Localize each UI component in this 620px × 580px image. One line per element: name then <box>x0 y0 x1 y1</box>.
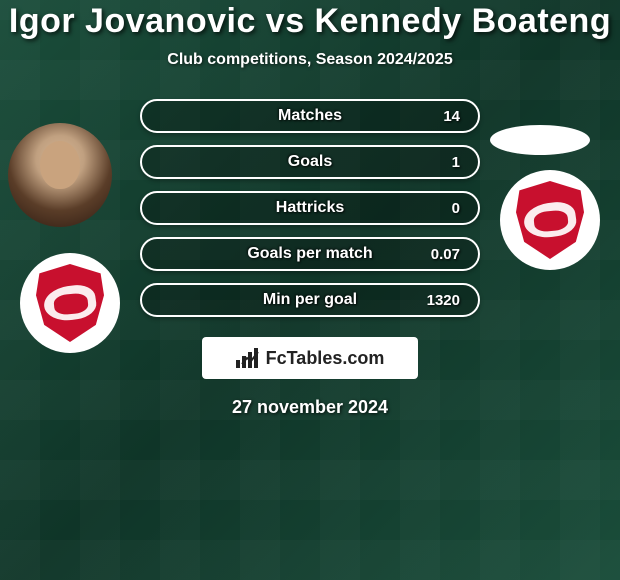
opponent-badge-oval <box>490 125 590 155</box>
stat-label: Hattricks <box>276 199 344 217</box>
stat-label: Goals per match <box>247 245 372 263</box>
player-photo-left <box>8 123 112 227</box>
watermark-badge: FcTables.com <box>202 337 418 379</box>
stat-value: 14 <box>443 108 460 125</box>
stat-value: 1320 <box>427 292 460 309</box>
stat-pill-hattricks: Hattricks 0 <box>140 191 480 225</box>
trend-line-icon <box>240 348 260 368</box>
watermark-text: FcTables.com <box>266 348 385 369</box>
stat-label: Goals <box>288 153 332 171</box>
date-label: 27 november 2024 <box>0 397 620 418</box>
team-badge-left <box>20 253 120 353</box>
stat-value: 0 <box>452 200 460 217</box>
stat-pill-goals: Goals 1 <box>140 145 480 179</box>
stat-label: Matches <box>278 107 342 125</box>
page-title: Igor Jovanovic vs Kennedy Boateng <box>0 2 620 41</box>
stat-pill-gpm: Goals per match 0.07 <box>140 237 480 271</box>
stat-pill-mpg: Min per goal 1320 <box>140 283 480 317</box>
stat-pill-matches: Matches 14 <box>140 99 480 133</box>
stat-label: Min per goal <box>263 291 357 309</box>
team-badge-right <box>500 170 600 270</box>
content-wrap: Igor Jovanovic vs Kennedy Boateng Club c… <box>0 0 620 418</box>
shield-icon <box>516 181 584 259</box>
subtitle: Club competitions, Season 2024/2025 <box>0 51 620 69</box>
stat-value: 0.07 <box>431 246 460 263</box>
stat-value: 1 <box>452 154 460 171</box>
shield-icon <box>36 264 104 342</box>
